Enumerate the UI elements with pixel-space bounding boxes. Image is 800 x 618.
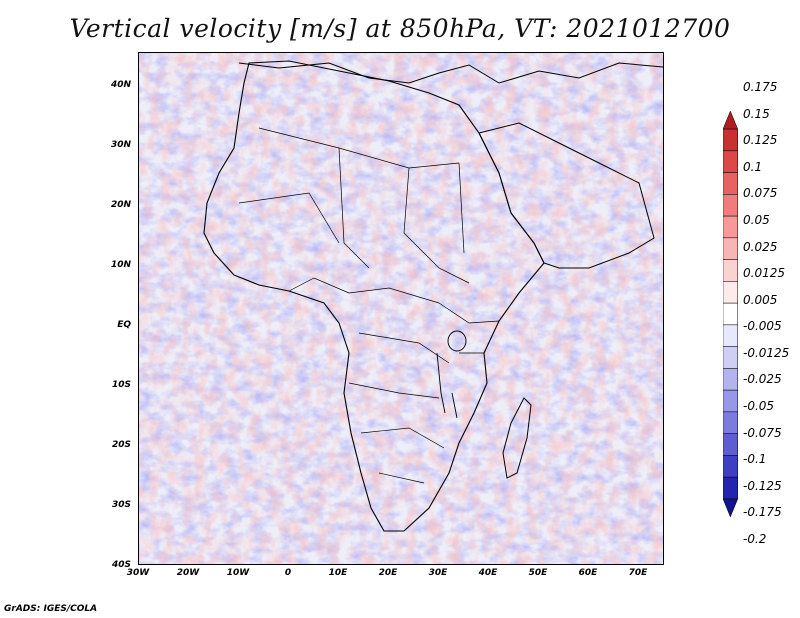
colorbar-tick-label: -0.125 <box>743 478 782 493</box>
lat-label-30n: 30N <box>110 140 131 150</box>
vertical-velocity-map <box>139 53 663 564</box>
madagascar-coastline <box>502 397 532 479</box>
colorbar-tick-label: -0.175 <box>743 505 782 520</box>
lat-label-10n: 10N <box>110 260 131 270</box>
lat-label-40s: 40S <box>111 560 131 570</box>
colorbar-swatch <box>723 150 738 173</box>
lat-label-30s: 30S <box>111 500 131 510</box>
colorbar-swatch <box>723 281 738 304</box>
colorbar-tick-label: -0.1 <box>743 452 767 467</box>
colorbar-tick-label: -0.005 <box>743 319 782 334</box>
ascent-field <box>139 53 663 564</box>
colorbar-swatch <box>723 128 738 152</box>
colorbar-tick-label: -0.075 <box>743 425 782 440</box>
lat-label-20n: 20N <box>110 200 131 210</box>
lat-label-20s: 20S <box>111 440 131 450</box>
lon-label-20e: 20E <box>378 568 398 578</box>
lon-label-10e: 10E <box>328 568 348 578</box>
colorbar-tick-label: 0.075 <box>743 186 778 201</box>
lon-label-10w: 10W <box>226 568 250 578</box>
country-borders <box>238 127 500 484</box>
colorbar-swatch <box>723 215 738 239</box>
europe-coastline <box>238 62 663 84</box>
arabia-coastline <box>478 122 655 269</box>
colorbar-tick-label: 0.125 <box>743 133 778 148</box>
colorbar-swatch <box>723 346 738 369</box>
colorbar-tick-label: -0.025 <box>743 372 782 387</box>
colorbar-swatch <box>723 324 738 347</box>
lon-label-50e: 50E <box>528 568 548 578</box>
colorbar-swatch <box>723 237 738 260</box>
colorbar-swatch <box>723 194 738 217</box>
lon-label-30w: 30W <box>126 568 150 578</box>
colorbar-swatch <box>723 433 738 456</box>
colorbar-swatch <box>723 368 738 391</box>
colorbar-tick-label: -0.05 <box>743 399 775 414</box>
colorbar-tick-label: 0.175 <box>743 80 778 94</box>
colorbar-swatch <box>723 172 738 195</box>
lon-label-40e: 40E <box>478 568 498 578</box>
colorbar-swatch <box>723 259 738 282</box>
grads-credit: GrADS: IGES/COLA <box>4 604 98 614</box>
colorbar-tick-label: 0.025 <box>743 239 778 254</box>
colorbar-swatch <box>723 476 738 500</box>
colorbar-top-arrow <box>723 110 739 130</box>
great-lakes <box>436 330 467 419</box>
colorbar-tick-label: 0.0125 <box>743 266 785 281</box>
colorbar-tick-label: 0.15 <box>743 106 770 121</box>
colorbar-swatch <box>723 411 738 434</box>
map-plot-area <box>138 52 664 565</box>
lon-label-60e: 60E <box>578 568 598 578</box>
colorbar <box>723 110 739 518</box>
lat-label-eq: EQ <box>117 320 131 330</box>
colorbar-tick-label: -0.0125 <box>743 345 790 360</box>
lon-label-0: 0 <box>284 568 292 578</box>
lon-label-30e: 30E <box>428 568 448 578</box>
lat-label-10s: 10S <box>111 380 131 390</box>
lat-label-40n: 40N <box>110 80 131 90</box>
chart-title: Vertical velocity [m/s] at 850hPa, VT: 2… <box>69 14 731 43</box>
colorbar-swatch <box>723 302 738 326</box>
colorbar-tick-label: 0.05 <box>743 212 770 227</box>
colorbar-tick-label: 0.1 <box>743 159 763 174</box>
colorbar-tick-label: 0.005 <box>743 292 778 307</box>
lon-label-70e: 70E <box>628 568 648 578</box>
colorbar-swatch <box>723 389 738 413</box>
colorbar-tick-label: -0.2 <box>743 532 767 546</box>
colorbar-bottom-arrow <box>723 498 739 518</box>
colorbar-swatch <box>723 455 738 478</box>
lon-label-20w: 20W <box>176 568 200 578</box>
